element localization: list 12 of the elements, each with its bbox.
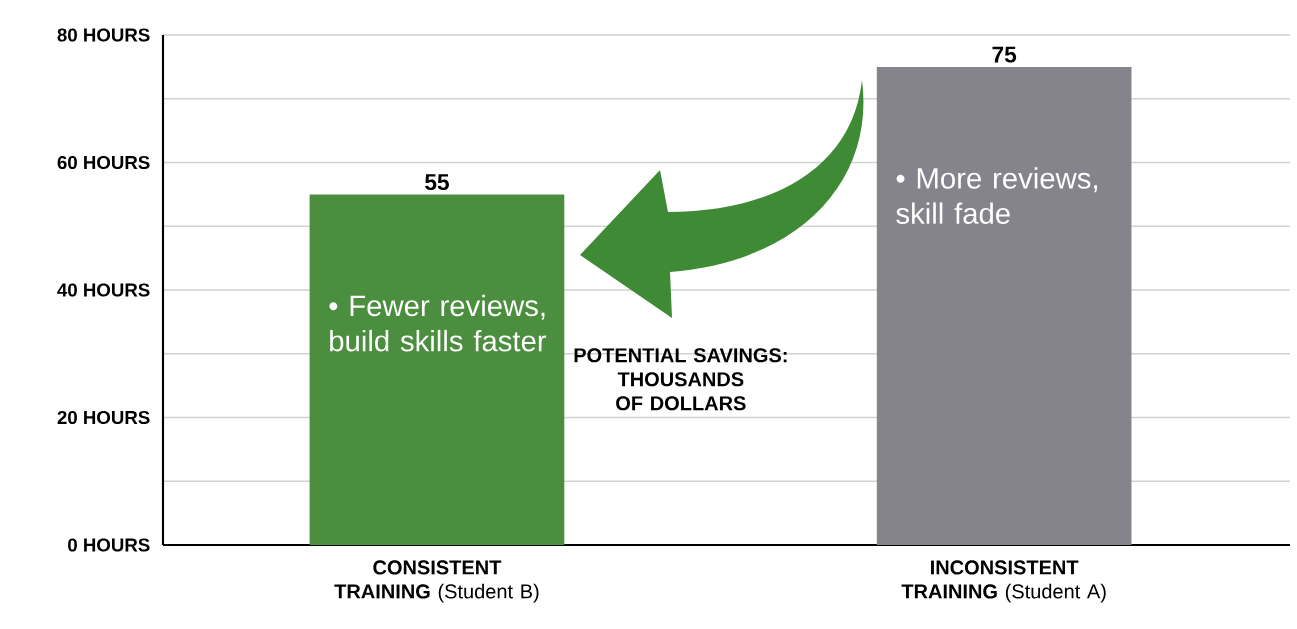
y-tick-label: 0 HOURS — [68, 538, 150, 552]
y-tick-label: 60 HOURS — [57, 155, 150, 170]
annotation: • Fewer reviews, build skills faster — [329, 294, 547, 352]
x-tick-label: INCONSISTENT TRAINING (Student A) — [901, 560, 1106, 603]
data-label: 75 — [992, 46, 1017, 63]
data-label: 55 — [425, 174, 449, 191]
annotation: • More reviews, skill fade — [896, 167, 1097, 224]
annotation: POTENTIAL SAVINGS: THOUSANDS OF DOLLARS — [574, 348, 787, 411]
y-tick-label: 40 HOURS — [57, 283, 150, 297]
y-tick-label: 80 HOURS — [57, 28, 150, 42]
y-tick-label: 20 HOURS — [57, 410, 150, 425]
x-tick-label: CONSISTENT TRAINING (Student B) — [334, 560, 539, 603]
